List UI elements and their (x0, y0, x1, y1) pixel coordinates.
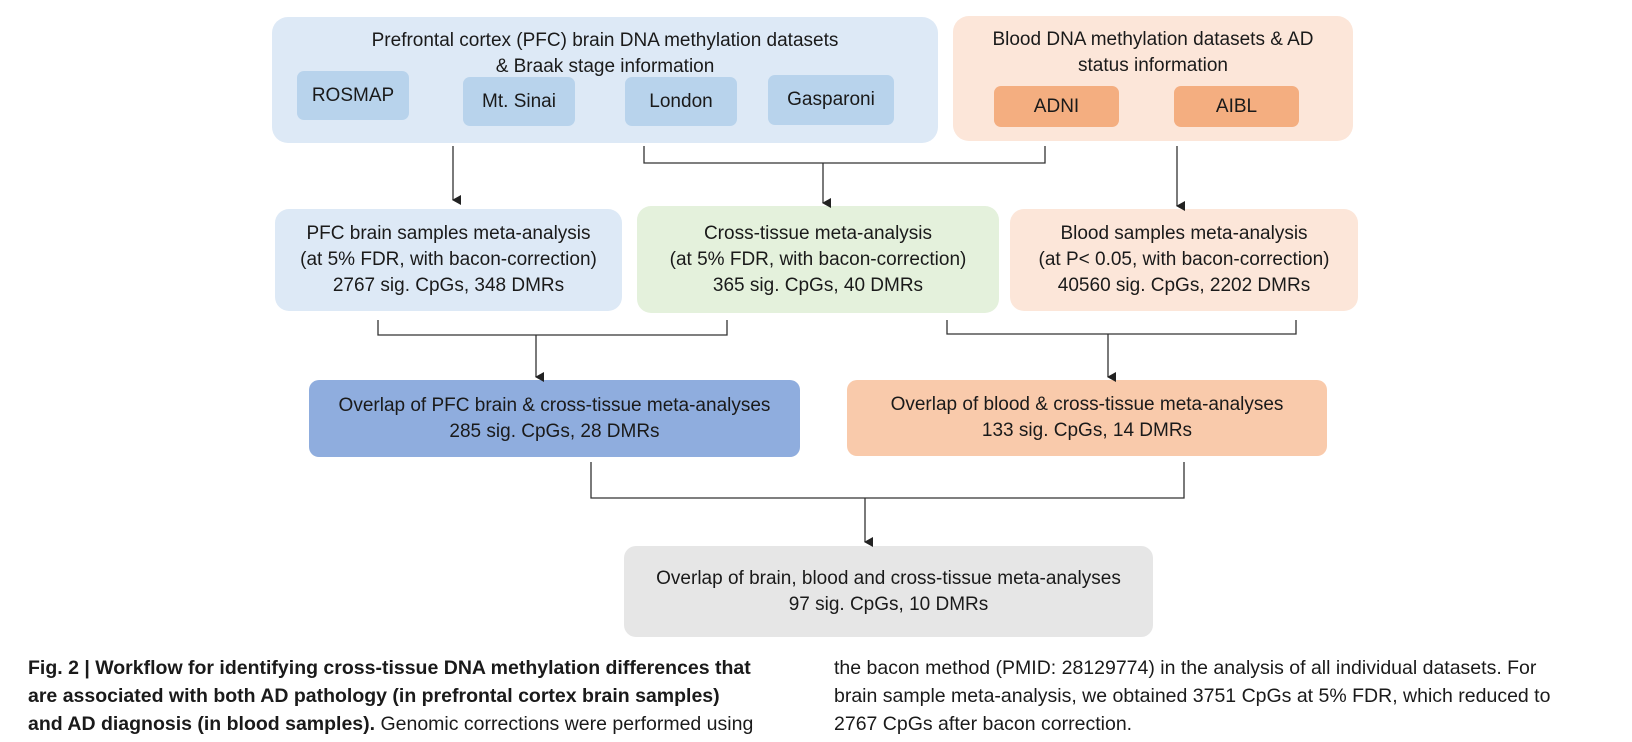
bracket-brain-blood-to-cross (643, 146, 1046, 164)
bracket-pfc-cross (377, 320, 728, 336)
caption-bold-line3: and AD diagnosis (in blood samples). (28, 713, 376, 735)
pfc-brain-meta-line1: PFC brain samples meta-analysis (306, 223, 591, 244)
figure-caption-right: the bacon method (PMID: 28129774) in the… (834, 654, 1624, 738)
dataset-chip-gasparoni: Gasparoni (768, 75, 894, 125)
dataset-chip-london: London (625, 77, 737, 126)
blood-datasets-title-line1: Blood DNA methylation datasets & AD (992, 29, 1314, 50)
cross-tissue-meta-analysis: Cross-tissue meta-analysis (at 5% FDR, w… (637, 206, 999, 313)
caption-right-line3: 2767 CpGs after bacon correction. (834, 713, 1133, 735)
brain-datasets-title-line2: & Braak stage information (495, 56, 715, 77)
bracket-cross-blood (946, 320, 1297, 335)
blood-meta-analysis: Blood samples meta-analysis (at P< 0.05,… (1010, 209, 1358, 311)
blood-meta-line3: 40560 sig. CpGs, 2202 DMRs (1057, 275, 1311, 296)
blood-meta-line1: Blood samples meta-analysis (1060, 223, 1308, 244)
bracket-overlaps (590, 462, 1185, 499)
dataset-chip-mt-sinai: Mt. Sinai (463, 77, 575, 126)
pfc-brain-meta-line2: (at 5% FDR, with bacon-correction) (300, 249, 597, 270)
overlap-blood-line2: 133 sig. CpGs, 14 DMRs (981, 420, 1193, 441)
cross-tissue-meta-line3: 365 sig. CpGs, 40 DMRs (712, 274, 924, 296)
caption-right-line2: brain sample meta-analysis, we obtained … (834, 685, 1551, 707)
overlap-brain-line2: 285 sig. CpGs, 28 DMRs (449, 420, 660, 442)
pfc-brain-meta-line3: 2767 sig. CpGs, 348 DMRs (332, 275, 565, 296)
caption-right-line1: the bacon method (PMID: 28129774) in the… (834, 657, 1537, 679)
dataset-chip-rosmap: ROSMAP (297, 71, 409, 120)
figure-label: Fig. 2 | (28, 657, 90, 679)
caption-bold-line1: Workflow for identifying cross-tissue DN… (95, 657, 751, 679)
overlap-blood-line1: Overlap of blood & cross-tissue meta-ana… (890, 394, 1284, 415)
caption-text-line3: Genomic corrections were performed using (375, 713, 754, 735)
dataset-chip-aibl: AIBL (1174, 86, 1299, 127)
overlap-blood-cross-tissue: Overlap of blood & cross-tissue meta-ana… (847, 380, 1327, 456)
blood-datasets-title: Blood DNA methylation datasets & AD stat… (953, 27, 1353, 79)
overlap-brain-blood-cross-tissue: Overlap of brain, blood and cross-tissue… (624, 546, 1153, 637)
figure-caption-left: Fig. 2 | Workflow for identifying cross-… (28, 654, 818, 738)
dataset-chip-adni: ADNI (994, 86, 1119, 127)
blood-meta-line2: (at P< 0.05, with bacon-correction) (1038, 249, 1330, 270)
caption-bold-line2: are associated with both AD pathology (i… (28, 685, 720, 707)
brain-datasets-title: Prefrontal cortex (PFC) brain DNA methyl… (272, 28, 938, 80)
brain-datasets-title-line1: Prefrontal cortex (PFC) brain DNA methyl… (371, 30, 839, 51)
pfc-brain-meta-analysis: PFC brain samples meta-analysis (at 5% F… (275, 209, 622, 311)
cross-tissue-meta-line2: (at 5% FDR, with bacon-correction) (669, 248, 967, 270)
overlap-pfc-brain-cross-tissue: Overlap of PFC brain & cross-tissue meta… (309, 380, 800, 457)
final-overlap-line2: 97 sig. CpGs, 10 DMRs (788, 593, 989, 615)
final-overlap-line1: Overlap of brain, blood and cross-tissue… (656, 567, 1121, 589)
overlap-brain-line1: Overlap of PFC brain & cross-tissue meta… (338, 394, 771, 416)
blood-datasets-title-line2: status information (1078, 55, 1228, 76)
cross-tissue-meta-line1: Cross-tissue meta-analysis (703, 222, 933, 244)
